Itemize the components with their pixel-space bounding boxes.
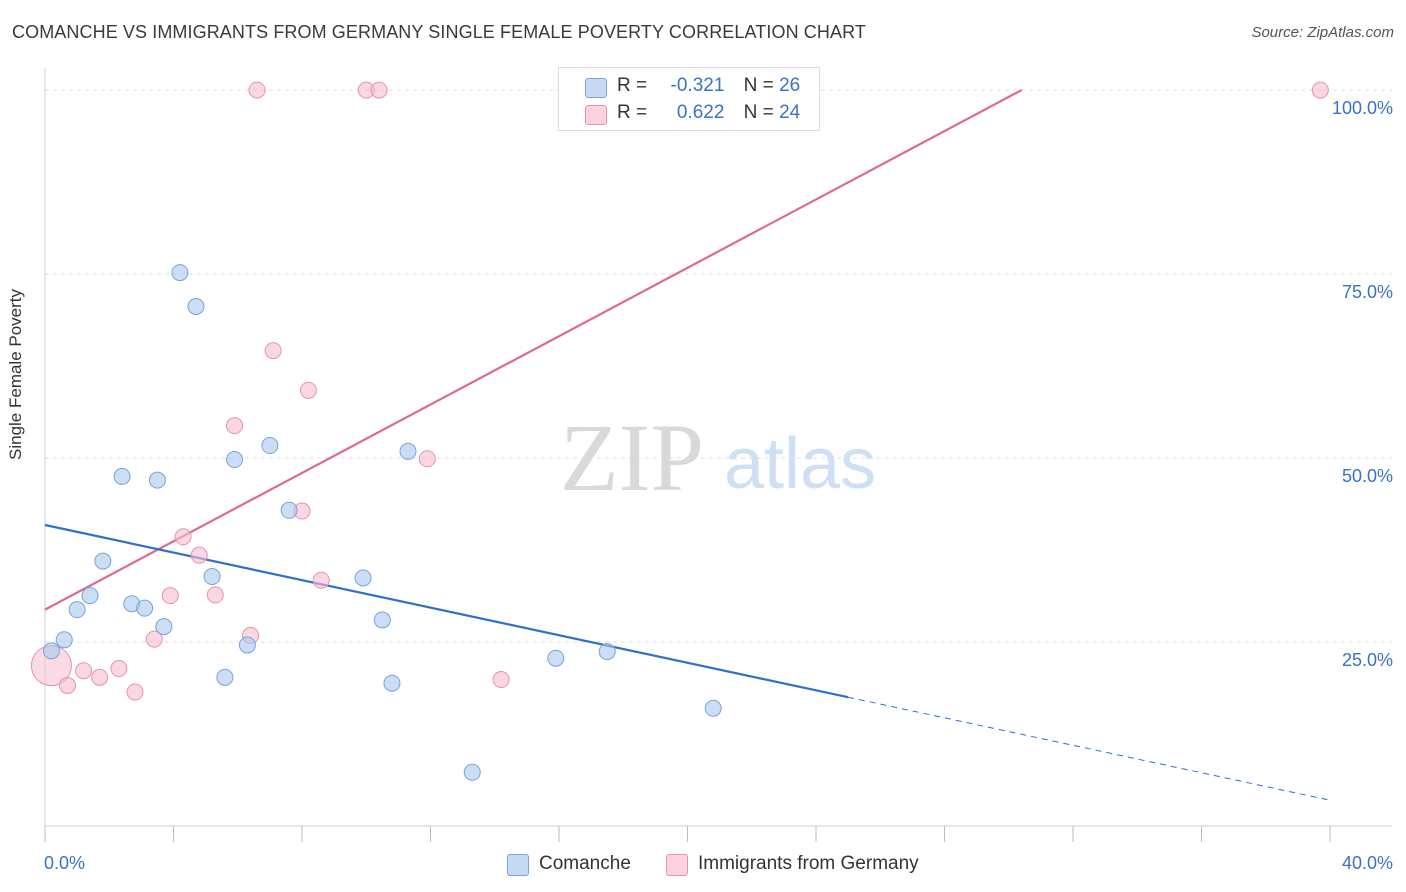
comanche-point <box>383 674 401 692</box>
comanche-trend-line <box>44 523 849 699</box>
legend-n-label: N = <box>743 75 774 96</box>
legend-r-value: -0.321 <box>670 75 725 96</box>
germany-point <box>1311 81 1329 99</box>
comanche-point <box>354 569 372 587</box>
correlation-legend: R = -0.321 N = 26 R = 0.622 N = 24 <box>558 67 820 131</box>
germany-point <box>264 342 282 360</box>
source-label: Source: ZipAtlas.com <box>1251 24 1394 41</box>
germany-point <box>161 587 179 605</box>
germany-point <box>190 546 208 564</box>
legend-r-label: R = <box>617 75 648 96</box>
trend-lines <box>44 89 1331 801</box>
comanche-point <box>171 264 189 282</box>
comanche-point <box>216 668 234 686</box>
germany-point <box>418 450 436 468</box>
bottom-legend-label-germany: Immigrants from Germany <box>698 853 919 874</box>
comanche-point <box>373 611 391 629</box>
germany-trend-line <box>44 89 1023 611</box>
comanche-trend-extension <box>848 696 1331 801</box>
germany-point <box>299 381 317 399</box>
comanche-point <box>704 699 722 717</box>
bottom-legend-label-comanche: Comanche <box>539 853 631 874</box>
y-tick-label: 50.0% <box>1342 466 1393 486</box>
comanche-point <box>81 587 99 605</box>
germany-point <box>492 671 510 689</box>
legend-r-label: R = <box>617 102 648 123</box>
y-axis-label: Single Female Poverty <box>6 288 25 460</box>
comanche-point <box>203 568 221 586</box>
bottom-legend-swatch-germany <box>666 854 688 876</box>
germany-point <box>126 683 144 701</box>
comanche-point <box>68 601 86 619</box>
germany-point <box>91 668 109 686</box>
tick-labels: 25.0% 50.0% 75.0% 100.0% 0.0% 40.0% <box>44 98 1393 873</box>
legend-r-value: 0.622 <box>676 102 725 123</box>
germany-point <box>58 676 76 694</box>
bottom-legend-swatch-comanche <box>507 854 529 876</box>
grid-lines <box>45 89 1392 643</box>
comanche-point <box>547 649 565 667</box>
comanche-point <box>226 451 244 469</box>
comanche-point <box>598 643 616 661</box>
comanche-point <box>55 631 73 649</box>
y-tick-label: 100.0% <box>1332 98 1393 118</box>
comanche-point <box>187 297 205 315</box>
data-points <box>30 81 1329 781</box>
legend-swatch-germany <box>585 105 607 125</box>
germany-point <box>206 586 224 604</box>
watermark-atlas: atlas <box>724 424 876 504</box>
comanche-point <box>155 618 173 636</box>
germany-point <box>75 662 93 680</box>
x-tick-label: 40.0% <box>1342 853 1393 873</box>
comanche-point <box>463 763 481 781</box>
germany-point <box>248 81 266 99</box>
germany-point <box>312 571 330 589</box>
chart-title: COMANCHE VS IMMIGRANTS FROM GERMANY SING… <box>12 22 866 42</box>
germany-point <box>110 660 128 678</box>
germany-point <box>145 630 163 648</box>
comanche-point <box>113 467 131 485</box>
axes <box>44 68 1392 842</box>
comanche-point <box>399 442 417 460</box>
germany-point <box>226 417 244 435</box>
germany-point <box>370 81 388 99</box>
comanche-point <box>94 552 112 570</box>
legend-n-label: N = <box>743 102 774 123</box>
comanche-point <box>238 636 256 654</box>
y-tick-label: 75.0% <box>1342 282 1393 302</box>
legend-swatch-comanche <box>585 78 607 98</box>
legend-n-value: 24 <box>779 102 801 123</box>
watermark-zip: ZIP <box>560 404 704 511</box>
x-tick-label: 0.0% <box>44 853 85 873</box>
comanche-point <box>42 642 60 660</box>
germany-point <box>174 528 192 546</box>
comanche-point <box>261 437 279 455</box>
legend-n-value: 26 <box>779 75 801 96</box>
y-tick-label: 25.0% <box>1342 650 1393 670</box>
comanche-point <box>136 599 154 617</box>
comanche-point <box>280 501 298 519</box>
watermark: ZIP atlas <box>560 404 876 511</box>
comanche-point <box>148 471 166 489</box>
